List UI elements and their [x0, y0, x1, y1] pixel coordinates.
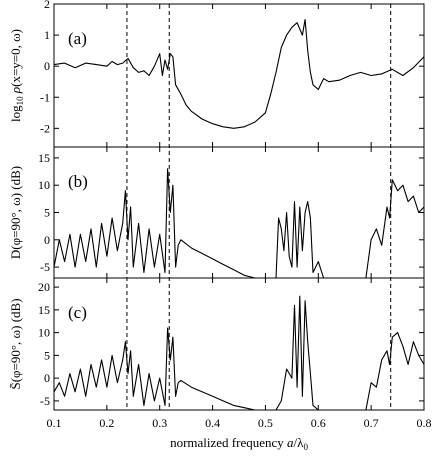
x-tick-label: 0.5: [258, 416, 273, 430]
x-tick-label: 0.1: [47, 416, 62, 430]
y-tick-label: 5: [44, 206, 50, 220]
x-tick-label: 0.3: [152, 416, 167, 430]
x-tick-label: 0.8: [417, 416, 432, 430]
data-series-2: [275, 201, 325, 279]
data-series-1: [53, 18, 425, 129]
data-series-3: [365, 179, 425, 279]
y-tick-label: 1: [44, 28, 50, 42]
y-tick-label: 2: [44, 0, 50, 11]
panel-label: (a): [68, 29, 87, 48]
y-tick-label: -5: [40, 394, 50, 408]
panels-group: (a) -2 -1 0 1 2 (b) -5 0 5 10 15 (c) -5 0 5 10 15 20: [38, 0, 425, 411]
x-tick-label: 0.4: [205, 416, 220, 430]
x-tick-label: 0.7: [364, 416, 379, 430]
panel-frame: [53, 277, 425, 411]
dashed-lines-group: [126, 4, 392, 410]
y-tick-label: -1: [40, 90, 50, 104]
data-series-2: [275, 295, 319, 411]
y-axis-label-b: D(φ=90°, ω) (dB): [8, 166, 23, 259]
data-series-3: [365, 332, 425, 411]
axis-labels-group: 0.1 0.2 0.3 0.4 0.5 0.6 0.7 0.8 normalized frequ…: [8, 29, 432, 452]
y-tick-label: 0: [44, 233, 50, 247]
panel-c: (c) -5 0 5 10 15 20: [38, 277, 425, 411]
y-tick-label: 10: [38, 178, 50, 192]
y-tick-label: -2: [40, 121, 50, 135]
y-tick-label: 0: [44, 59, 50, 73]
panel-label: (b): [68, 172, 88, 191]
data-series-1: [53, 168, 266, 279]
y-tick-label: 20: [38, 280, 50, 294]
panel-label: (c): [68, 303, 87, 322]
x-tick-label: 0.2: [99, 416, 114, 430]
y-axis-label-c: S̄(φ=90°, ω) (dB): [8, 298, 23, 389]
y-tick-label: -5: [40, 260, 50, 274]
y-tick-label: 10: [38, 326, 50, 340]
panel-a: (a) -2 -1 0 1 2: [40, 0, 425, 148]
x-axis-label: normalized frequency a/λ0: [170, 435, 308, 452]
y-tick-label: 0: [44, 371, 50, 385]
y-axis-label-a: log10 ρ(x=y=0, ω): [8, 29, 25, 122]
data-series-1: [53, 327, 266, 411]
y-tick-label: 5: [44, 348, 50, 362]
y-tick-label: 15: [38, 303, 50, 317]
panel-b: (b) -5 0 5 10 15: [38, 146, 425, 279]
y-tick-label: 15: [38, 151, 50, 165]
panel-frame: [53, 3, 425, 148]
x-tick-label: 0.6: [311, 416, 326, 430]
